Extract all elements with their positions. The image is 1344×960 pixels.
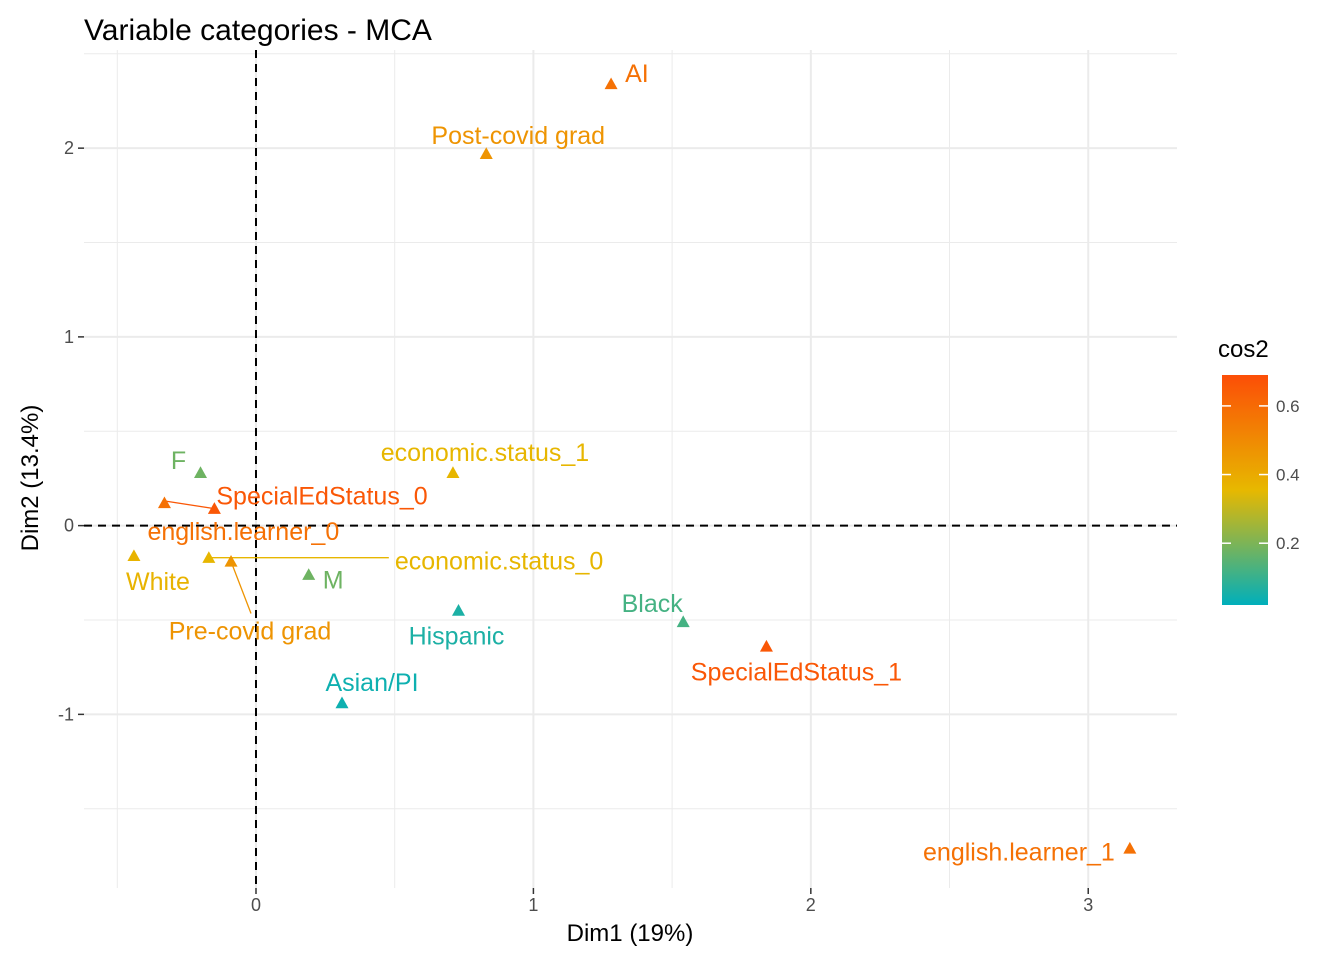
x-tick-label: 1 <box>528 895 538 915</box>
point-specialedstatus-0 <box>207 502 221 514</box>
y-tick-label: 2 <box>64 138 74 158</box>
x-axis-title: Dim1 (19%) <box>567 920 694 947</box>
point-economic-status-0 <box>202 551 216 563</box>
plot-panel <box>84 50 1177 888</box>
point-label-post-covid-grad: Post-covid grad <box>431 122 605 150</box>
point-asian-pi <box>335 696 349 709</box>
point-hispanic <box>452 604 466 616</box>
label-leader-pre-covid-grad <box>230 561 252 614</box>
point-white <box>127 549 141 562</box>
point-label-specialedstatus-1: SpecialEdStatus_1 <box>691 658 902 686</box>
point-post-covid-grad <box>479 147 493 160</box>
legend-break-label: 0.2 <box>1276 534 1300 553</box>
y-tick-label: 0 <box>64 516 74 536</box>
point-ai <box>604 77 618 90</box>
point-specialedstatus-1 <box>759 639 773 652</box>
point-label-pre-covid-grad: Pre-covid grad <box>169 617 332 645</box>
point-label-specialedstatus-0: SpecialEdStatus_0 <box>216 483 427 511</box>
point-black <box>676 615 690 628</box>
x-tick-label: 3 <box>1083 895 1093 915</box>
y-tick-label: -1 <box>58 704 74 724</box>
x-tick-label: 2 <box>806 895 816 915</box>
point-label-f: F <box>171 447 186 475</box>
point-label-economic-status-1: economic.status_1 <box>381 439 589 467</box>
x-tick-label: 0 <box>251 895 261 915</box>
point-label-english-learner-1: english.learner_1 <box>923 838 1115 866</box>
point-label-black: Black <box>622 590 684 618</box>
point-economic-status-1 <box>446 466 460 478</box>
chart-title: Variable categories - MCA <box>84 14 432 47</box>
y-axis-title: Dim2 (13.4%) <box>17 405 44 552</box>
point-english-learner-1 <box>1123 841 1137 854</box>
axis-ticks: 0 1 2 3 -1 0 1 2 <box>58 138 1093 915</box>
point-m <box>302 568 316 580</box>
y-tick-label: 1 <box>64 327 74 347</box>
legend-title: cos2 <box>1218 336 1269 363</box>
point-label-hispanic: Hispanic <box>409 623 505 651</box>
point-label-asian-pi: Asian/PI <box>325 669 418 697</box>
point-f <box>194 466 208 478</box>
point-english-learner-0 <box>157 496 171 509</box>
point-label-economic-status-0: economic.status_0 <box>395 548 603 576</box>
point-label-ai: AI <box>625 60 649 88</box>
legend-colorbar <box>1222 375 1268 605</box>
point-label-white: White <box>126 568 190 596</box>
legend-break-label: 0.4 <box>1276 466 1300 485</box>
legend: cos2 0.2 0.4 0.6 <box>1218 336 1300 605</box>
legend-break-label: 0.6 <box>1276 397 1300 416</box>
point-label-english-learner-0: english.learner_0 <box>147 518 339 546</box>
point-pre-covid-grad <box>224 554 238 567</box>
label-leader-specialedstatus-0 <box>162 499 215 510</box>
point-label-m: M <box>323 567 344 595</box>
